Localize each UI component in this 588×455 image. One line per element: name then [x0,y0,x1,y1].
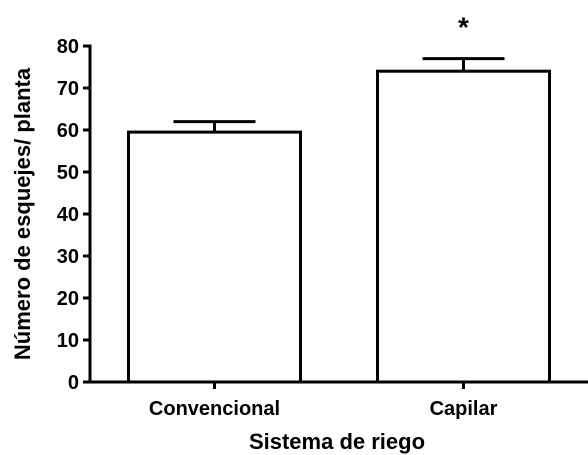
y-tick-label: 0 [68,372,79,394]
y-tick-label: 50 [57,162,79,184]
x-tick-label: Convencional [149,398,280,420]
bar-convencional [127,130,302,384]
x-tick-label: Capilar [430,398,498,420]
bars: * [127,12,551,384]
y-tick-label: 80 [57,36,79,58]
y-tick-label: 70 [57,78,79,100]
y-tick-label: 10 [57,330,79,352]
bar-capilar [376,69,551,384]
y-axis-title: Número de esquejes/ planta [10,67,35,360]
y-axis: 0 10 20 30 40 50 60 70 80 [57,36,92,394]
y-tick-label: 60 [57,120,79,142]
x-axis: Convencional Capilar [90,380,588,420]
y-tick-label: 40 [57,204,79,226]
significance-asterisk: * [458,12,469,43]
y-tick-label: 20 [57,288,79,310]
y-tick-label: 30 [57,246,79,268]
x-axis-title: Sistema de riego [249,429,425,454]
